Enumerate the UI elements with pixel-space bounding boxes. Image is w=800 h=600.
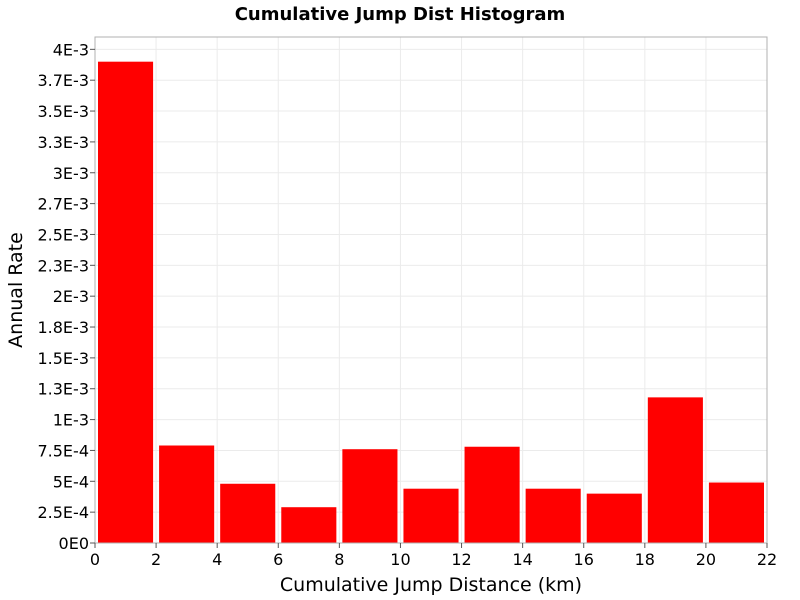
y-tick-label: 4E-3	[53, 40, 89, 59]
histogram-bar-4	[342, 449, 398, 543]
histogram-bar-7	[525, 488, 581, 543]
histogram-bar-8	[586, 493, 642, 543]
y-tick-label: 7.5E-4	[37, 441, 89, 460]
plot-frame	[94, 36, 768, 544]
x-tick-label: 6	[273, 550, 283, 569]
x-tick-label: 20	[696, 550, 716, 569]
y-axis-label: Annual Rate	[5, 232, 27, 348]
y-tick-label: 5E-4	[53, 472, 89, 491]
y-tick-label: 2E-3	[53, 287, 89, 306]
y-tick-label: 1.5E-3	[37, 349, 89, 368]
bar-layer	[98, 61, 764, 544]
x-tick-label: 0	[90, 550, 100, 569]
y-tick-label: 3.7E-3	[37, 71, 89, 90]
histogram-bar-5	[403, 488, 459, 543]
chart-title: Cumulative Jump Dist Histogram	[235, 4, 566, 25]
histogram-bar-10	[708, 482, 764, 543]
y-tick-label: 3.3E-3	[37, 133, 89, 152]
y-tick-label: 0E0	[59, 534, 89, 553]
y-tick-label: 2.5E-3	[37, 225, 89, 244]
x-tick-label: 8	[334, 550, 344, 569]
x-tick-label: 18	[635, 550, 655, 569]
histogram-bar-9	[647, 397, 703, 543]
x-axis-label: Cumulative Jump Distance (km)	[280, 574, 582, 596]
y-tick-label: 2.5E-4	[37, 503, 89, 522]
x-tick-label: 10	[390, 550, 410, 569]
x-tick-label: 12	[451, 550, 471, 569]
histogram-bar-0	[98, 61, 154, 544]
x-tick-label: 4	[212, 550, 222, 569]
x-tick-label: 14	[512, 550, 532, 569]
y-tick-label: 1.8E-3	[37, 318, 89, 337]
histogram-bar-1	[159, 445, 215, 543]
x-tick-label: 16	[574, 550, 594, 569]
x-tick-label: 2	[151, 550, 161, 569]
histogram-bar-2	[220, 483, 276, 543]
y-tick-label: 2.3E-3	[37, 256, 89, 275]
y-tick-label: 2.7E-3	[37, 195, 89, 214]
y-tick-label: 3.5E-3	[37, 102, 89, 121]
y-tick-label: 3E-3	[53, 164, 89, 183]
x-tick-label: 22	[757, 550, 777, 569]
histogram-bar-6	[464, 446, 520, 543]
y-tick-label: 1.3E-3	[37, 380, 89, 399]
y-tick-label: 1E-3	[53, 411, 89, 430]
histogram-bar-3	[281, 507, 337, 543]
x-axis-ticks: 0 2 4 6 8 10 12 14 16 18 20 22	[90, 543, 777, 569]
y-axis-ticks: 0E0 2.5E-4 5E-4 7.5E-4 1E-3 1.3E-3 1.5E-3 1.8E-…	[37, 40, 95, 553]
